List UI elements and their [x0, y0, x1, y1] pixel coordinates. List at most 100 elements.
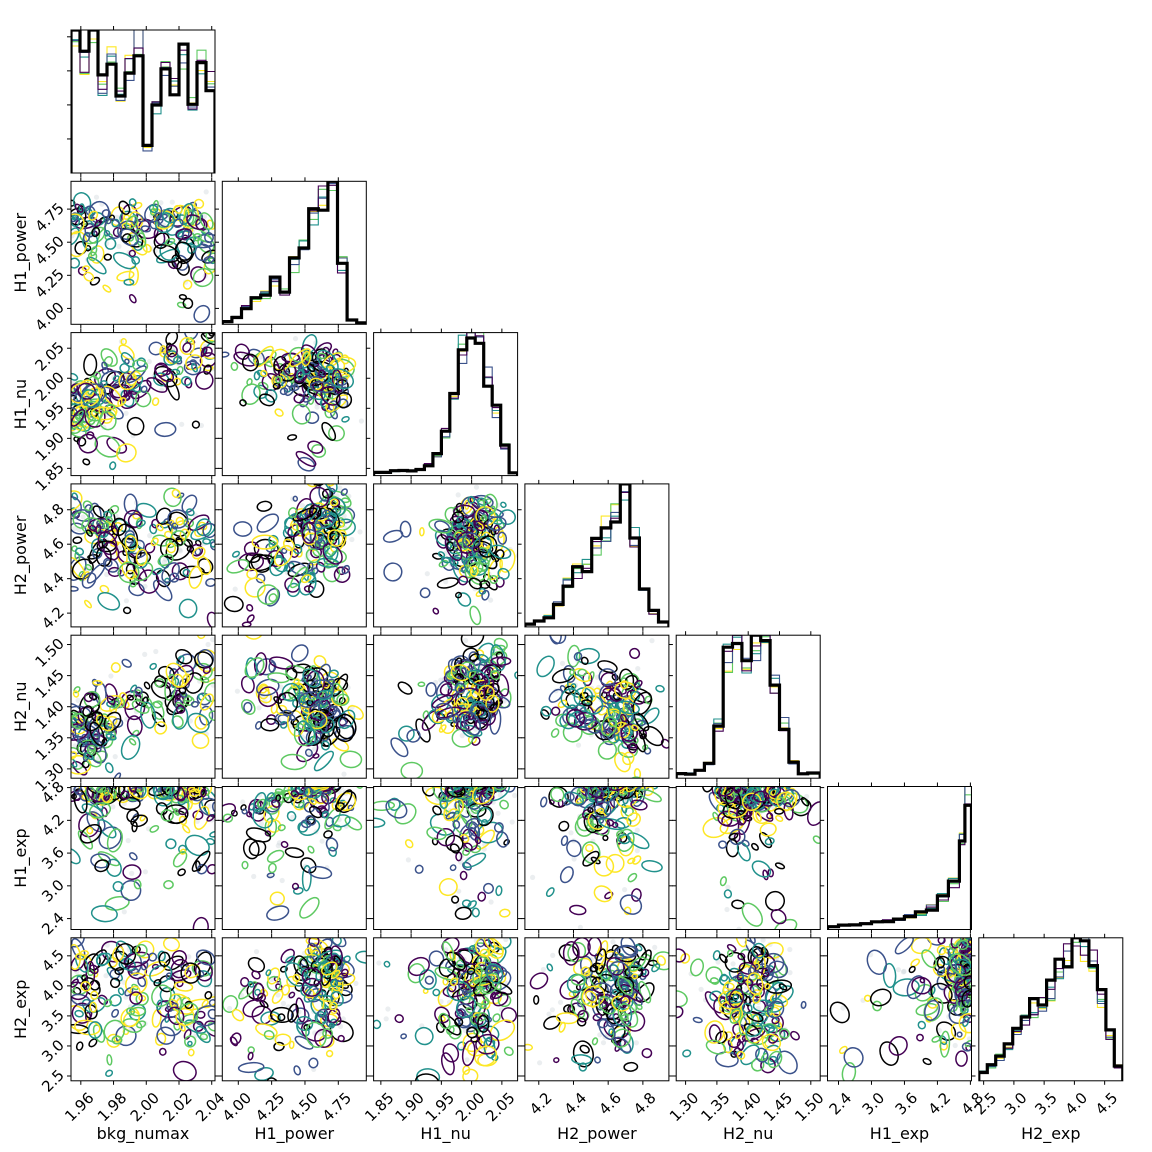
contour-H2_exp-H1_power [296, 1021, 310, 1037]
contour-H2_nu-bkg_numax [110, 662, 121, 673]
contour-H2_power-H1_power [341, 564, 351, 575]
contour-H2_exp-H1_exp [908, 965, 916, 974]
contour-H2_exp-H2_nu [761, 1033, 782, 1052]
contour-H1_exp-H2_nu [759, 822, 777, 837]
contour-H1_nu-bkg_numax [208, 332, 215, 337]
contour-H2_exp-bkg_numax [71, 982, 76, 991]
density-speck [232, 586, 238, 592]
contour-H2_exp-H1_exp [888, 1035, 908, 1056]
contour-H2_nu-H2_power [567, 644, 581, 668]
contour-H2_power-H1_nu [476, 497, 488, 506]
contour-H2_exp-H1_nu [491, 991, 503, 1000]
contour-H2_power-bkg_numax [206, 611, 215, 627]
density-speck [606, 771, 611, 776]
contour-H2_power-H1_nu [467, 535, 479, 547]
density-speck [964, 937, 967, 938]
contour-H1_exp-H1_nu [462, 861, 472, 871]
x-tick-label: 3.6 [892, 1089, 922, 1119]
contour-H2_power-bkg_numax [149, 523, 158, 535]
contour-H2_exp-bkg_numax [90, 990, 99, 1000]
contour-H2_nu-H1_nu [462, 647, 479, 664]
contour-H2_exp-bkg_numax [207, 1008, 215, 1020]
y-tick-label: 4.0 [38, 976, 68, 1006]
contour-H1_exp-H1_nu [426, 826, 447, 841]
contour-H2_exp-H1_power [265, 969, 272, 977]
contour-H1_exp-H2_nu [774, 807, 785, 815]
contour-H1_power-bkg_numax [195, 217, 208, 232]
contour-H1_exp-bkg_numax [192, 916, 209, 930]
contour-H1_exp-H1_power [246, 811, 253, 818]
contour-H2_nu-H1_nu [434, 702, 454, 720]
contour-H2_nu-H1_nu [455, 696, 470, 713]
contour-H1_exp-H1_power [241, 808, 248, 815]
contour-H2_power-bkg_numax [191, 546, 206, 560]
contour-H2_nu-bkg_numax [110, 699, 120, 709]
contour-H2_power-H1_power [301, 522, 317, 544]
contour-H2_nu-H1_power [312, 753, 320, 759]
contour-H1_exp-bkg_numax [127, 786, 149, 800]
contour-H2_exp-H1_power [247, 980, 255, 988]
contour-H2_nu-H1_power [327, 678, 336, 685]
density-speck [340, 1016, 346, 1022]
contour-H2_nu-H2_power [580, 656, 589, 666]
hist-H1_exp-series-5 [827, 786, 972, 930]
density-speck [80, 514, 86, 520]
contour-H2_nu-H2_power [620, 723, 639, 742]
contour-H2_nu-bkg_numax [97, 722, 117, 740]
contour-H1_exp-H1_power [325, 775, 336, 785]
density-speck [459, 733, 465, 739]
contour-H2_exp-H1_power [340, 968, 349, 977]
y-tick-label: 2.05 [31, 338, 67, 374]
contour-H1_exp-H1_power [290, 790, 300, 798]
contour-H2_exp-H1_exp [916, 1033, 924, 1042]
contour-H2_exp-H2_nu [709, 977, 720, 985]
hist-H1_exp-series-0 [827, 803, 972, 930]
contour-H2_exp-H2_nu [680, 953, 691, 964]
contour-H1_exp-H2_power [630, 799, 648, 811]
contour-H2_power-bkg_numax [155, 523, 164, 532]
contour-H1_exp-H1_power [316, 774, 326, 782]
contour-H1_exp-H2_power [593, 801, 612, 819]
contour-H2_exp-bkg_numax [103, 999, 113, 1008]
contour-H2_power-H1_power [307, 562, 314, 572]
contour-H1_power-bkg_numax [203, 255, 215, 264]
contour-H2_nu-H1_power [267, 672, 290, 684]
contour-H2_power-bkg_numax [178, 598, 198, 619]
contour-H1_exp-H2_power [617, 833, 631, 845]
contour-H2_power-bkg_numax [99, 584, 110, 594]
contour-H1_exp-H1_power [280, 840, 289, 849]
y-tick-label: 3.6 [38, 843, 68, 873]
contour-H2_nu-bkg_numax [72, 690, 80, 698]
contour-H2_exp-H2_nu [768, 1033, 779, 1044]
contour-H2_exp-H2_nu [767, 960, 789, 979]
contour-H2_exp-H2_power [543, 1015, 561, 1030]
contour-H2_exp-H1_power [328, 1001, 338, 1011]
contour-H2_exp-bkg_numax [129, 985, 141, 997]
contour-H2_power-bkg_numax [135, 548, 148, 567]
contour-H2_nu-bkg_numax [89, 721, 105, 746]
contour-H2_nu-H1_power [297, 720, 317, 746]
contour-H2_nu-H1_nu [400, 761, 424, 779]
contour-H2_nu-H2_power [602, 687, 612, 694]
contour-H2_exp-H1_power [269, 1006, 294, 1023]
density-speck [840, 1005, 846, 1011]
contour-H2_power-H1_nu [399, 520, 412, 538]
hist-H2_exp-series-5 [978, 937, 1123, 1081]
contour-H2_exp-H2_nu [738, 961, 757, 975]
contour-H2_exp-H1_nu [492, 1013, 501, 1023]
contour-H1_exp-H1_power [308, 865, 333, 880]
density-speck [719, 771, 724, 776]
contour-H2_exp-H2_nu [749, 983, 765, 999]
density-speck [787, 946, 793, 953]
contour-H2_exp-bkg_numax [108, 950, 130, 971]
contour-H1_exp-H1_power [305, 778, 315, 787]
contour-H2_nu-bkg_numax [140, 701, 157, 729]
density-speck [87, 780, 92, 785]
x-tick-label: 4.25 [252, 1089, 288, 1125]
density-speck [103, 973, 109, 979]
panel-H2_power-vs-H2_power [524, 479, 670, 631]
contour-H2_exp-H2_power [598, 1018, 616, 1041]
contour-H1_nu-H1_power [307, 385, 326, 401]
contour-H1_power-bkg_numax [164, 237, 176, 246]
contour-H2_exp-bkg_numax [193, 1005, 215, 1027]
